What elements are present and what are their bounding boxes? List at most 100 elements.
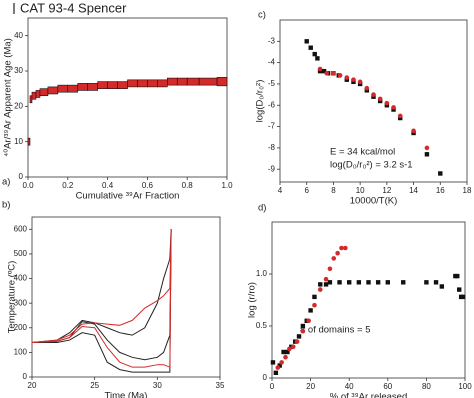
- point: [306, 318, 311, 324]
- point: [339, 245, 344, 251]
- y-tick-label: 20: [14, 101, 23, 110]
- y-axis-label: log (r/ro): [247, 282, 258, 318]
- point: [308, 45, 313, 50]
- x-tick-label: 6: [304, 186, 309, 195]
- age-step: [107, 81, 118, 89]
- point: [385, 280, 390, 285]
- x-axis-label: 10000/T(K): [350, 196, 398, 207]
- y-tick-label: 600: [14, 224, 28, 233]
- x-tick-label: 0.8: [182, 181, 194, 190]
- point: [424, 152, 430, 157]
- y-tick-label: -4: [268, 58, 276, 67]
- point: [279, 360, 284, 365]
- age-step: [31, 91, 37, 100]
- point: [391, 105, 396, 110]
- point: [323, 282, 329, 287]
- point: [283, 354, 288, 360]
- panel-label: c): [258, 10, 266, 21]
- y-tick-label: 0.5: [256, 321, 268, 330]
- point: [439, 284, 445, 289]
- point: [455, 273, 460, 279]
- x-tick-label: 14: [409, 186, 418, 195]
- x-tick-label: 0.4: [102, 181, 114, 190]
- age-step: [87, 83, 98, 91]
- point: [424, 280, 429, 285]
- point: [308, 308, 313, 313]
- temperature-path: [32, 229, 172, 373]
- x-tick-label: 100: [458, 382, 472, 391]
- y-tick-label: 500: [14, 249, 28, 258]
- x-tick-label: 0.6: [142, 181, 154, 190]
- point: [335, 250, 340, 256]
- x-tick-label: 10: [356, 186, 365, 195]
- panel-label: d): [258, 203, 266, 214]
- plot-frame: [271, 221, 466, 379]
- point: [324, 70, 330, 76]
- point: [323, 276, 329, 282]
- y-tick-label: -9: [268, 164, 276, 173]
- point: [317, 287, 323, 292]
- y-tick-label: -7: [268, 122, 276, 131]
- point: [304, 39, 309, 44]
- y-tick-label: 0: [263, 373, 268, 382]
- point: [375, 280, 381, 285]
- temperature-path: [31, 229, 172, 344]
- y-axis-label: ⁴⁰Ar/³⁹Ar Apparent Age (Ma): [3, 38, 14, 157]
- point: [401, 280, 406, 285]
- age-step: [67, 84, 79, 93]
- age-step: [117, 81, 128, 89]
- age-step: [27, 137, 31, 146]
- x-tick-label: 40: [345, 382, 354, 391]
- y-tick-label: 0: [19, 172, 24, 181]
- age-step: [157, 79, 168, 88]
- point: [351, 77, 356, 82]
- point: [364, 85, 370, 91]
- age-step: [176, 77, 188, 86]
- point: [457, 287, 462, 292]
- point: [397, 113, 403, 119]
- age-step: [35, 90, 41, 98]
- y-tick-label: 10: [14, 137, 23, 146]
- temperature-path: [31, 229, 172, 368]
- y-tick-label: 30: [14, 66, 23, 75]
- y-tick-label: -3: [268, 36, 276, 45]
- point: [317, 66, 323, 72]
- point: [337, 280, 342, 285]
- point: [460, 294, 466, 300]
- age-step: [198, 77, 218, 86]
- point: [321, 68, 327, 74]
- point: [281, 349, 286, 355]
- x-tick-label: 25: [90, 381, 99, 390]
- x-tick-label: 8: [331, 186, 336, 195]
- x-tick-label: 0.2: [62, 181, 74, 190]
- age-step: [57, 84, 69, 93]
- temperature-path: [31, 229, 172, 344]
- point: [357, 79, 363, 85]
- x-tick-label: 20: [28, 381, 37, 390]
- point: [294, 339, 300, 344]
- x-axis-label: Cumulative ³⁹Ar Fraction: [76, 191, 180, 202]
- x-tick-label: 1.0: [221, 181, 233, 190]
- x-axis-label: Time (Ma): [105, 391, 148, 398]
- point: [384, 100, 390, 106]
- point: [315, 56, 320, 61]
- y-tick-label: 40: [14, 31, 23, 40]
- point: [411, 128, 416, 134]
- y-tick-label: 400: [14, 274, 28, 283]
- y-tick-label: -8: [268, 143, 276, 152]
- y-tick-label: 0: [23, 372, 28, 381]
- point: [277, 363, 282, 368]
- y-tick-label: -5: [268, 79, 276, 88]
- point: [371, 92, 376, 97]
- annotation: log(D₀/r₀²) = 3.2 s-1: [330, 160, 413, 171]
- point: [433, 280, 439, 285]
- y-tick-label: -6: [268, 100, 276, 109]
- y-tick-label: 300: [14, 298, 28, 307]
- point: [285, 349, 290, 355]
- age-step: [127, 79, 138, 88]
- point: [275, 365, 281, 370]
- point: [287, 346, 292, 352]
- age-step: [147, 79, 158, 88]
- point: [343, 245, 348, 251]
